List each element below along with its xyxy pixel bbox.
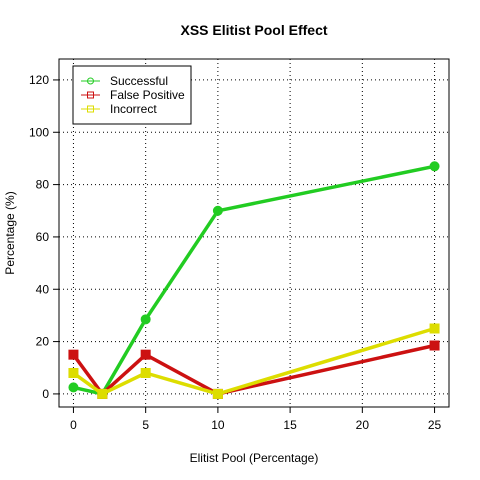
data-point	[212, 388, 223, 399]
legend-swatch-marker	[87, 77, 94, 85]
x-tick-label: 10	[211, 418, 225, 432]
data-point	[212, 205, 223, 216]
legend-label: Incorrect	[110, 102, 157, 116]
x-tick-label: 25	[428, 418, 442, 432]
series-lines	[68, 161, 440, 399]
data-point	[140, 349, 151, 360]
x-tick-label: 0	[70, 418, 77, 432]
chart-title: XSS Elitist Pool Effect	[180, 22, 327, 38]
data-point	[68, 382, 79, 393]
legend-label: False Positive	[110, 88, 185, 102]
data-point	[429, 161, 440, 172]
data-point	[429, 340, 440, 351]
legend-item: False Positive	[81, 88, 185, 102]
series-incorrect	[68, 323, 440, 399]
data-point	[140, 314, 151, 325]
y-axis-label: Percentage (%)	[3, 191, 17, 274]
plot-frame	[58, 58, 450, 408]
data-point	[97, 388, 108, 399]
y-tick-label: 80	[36, 178, 50, 192]
legend-item: Successful	[81, 74, 168, 88]
data-point	[68, 367, 79, 378]
y-tick-label: 120	[29, 73, 49, 87]
legend-swatch-marker	[87, 91, 94, 99]
data-point	[429, 323, 440, 334]
y-tick-label: 0	[42, 387, 49, 401]
legend-swatch-marker	[87, 105, 94, 113]
data-point	[68, 349, 79, 360]
series-line	[71, 164, 437, 396]
y-tick-label: 60	[36, 230, 50, 244]
y-tick-label: 20	[36, 335, 50, 349]
legend-item: Incorrect	[81, 102, 157, 116]
x-tick-label: 15	[283, 418, 297, 432]
data-point	[140, 367, 151, 378]
series-line	[71, 326, 437, 396]
series-successful	[68, 161, 440, 399]
x-tick-label: 5	[142, 418, 149, 432]
x-tick-label: 20	[356, 418, 370, 432]
legend-label: Successful	[110, 74, 168, 88]
axes: 0 5 10 15 20 25 0 20 40 60 80 100 120	[29, 58, 450, 432]
series-false-positive	[68, 340, 440, 399]
y-tick-label: 100	[29, 125, 49, 139]
x-axis-label: Elitist Pool (Percentage)	[190, 451, 319, 465]
y-tick-label: 40	[36, 282, 50, 296]
